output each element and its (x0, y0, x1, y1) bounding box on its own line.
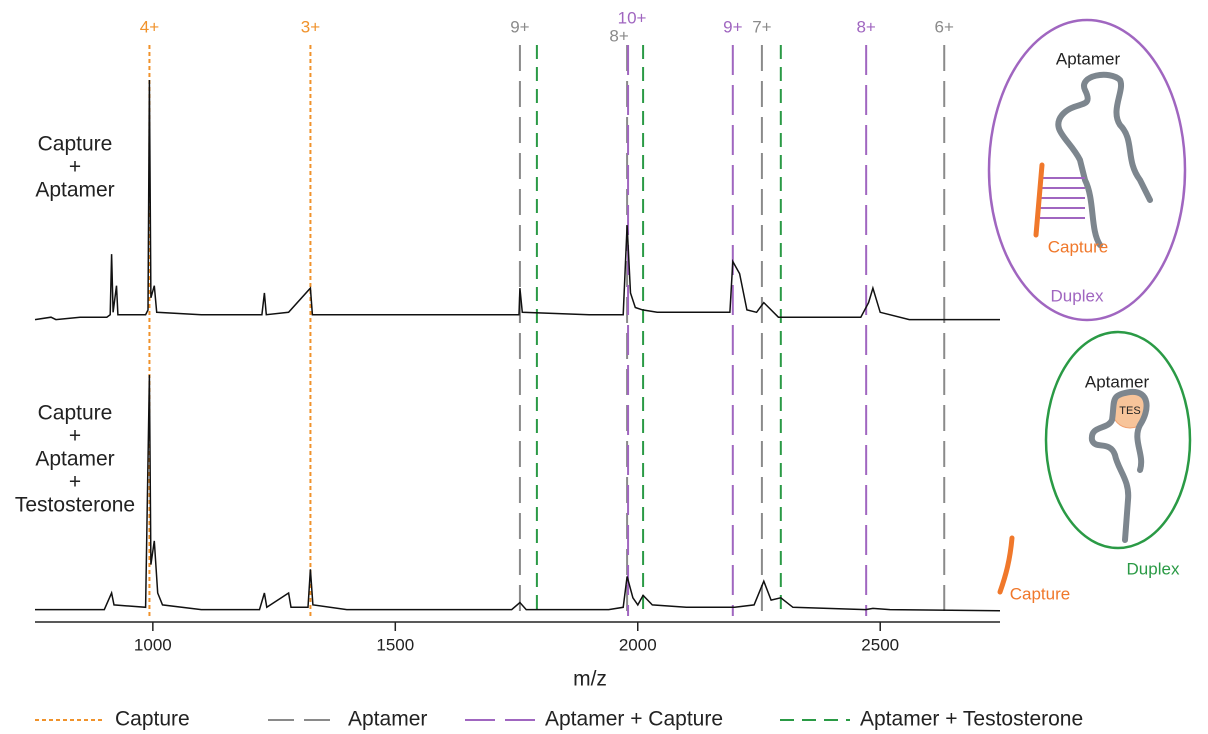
caption: Duplex (1127, 559, 1180, 578)
charge-label: 8+ (856, 17, 875, 36)
capture-strand (997, 535, 1015, 595)
charge-label: 3+ (301, 17, 320, 36)
panel-label: Capture (38, 402, 113, 425)
panel-label: + (69, 425, 81, 448)
panel-label: Aptamer (35, 448, 114, 471)
charge-label: 9+ (723, 17, 742, 36)
x-axis-label: m/z (573, 668, 607, 691)
panel-label: + (69, 471, 81, 494)
charge-label: 4+ (140, 17, 159, 36)
aptamer-strand (1088, 388, 1150, 543)
legend-label: Aptamer + Capture (545, 708, 723, 731)
x-tick-label: 2500 (861, 635, 899, 654)
aptamer-label: Aptamer (1085, 372, 1150, 391)
legend-label: Capture (115, 708, 190, 731)
capture-label: Capture (1048, 237, 1108, 256)
aptamer-strand (1055, 71, 1153, 248)
legend-label: Aptamer (348, 708, 427, 731)
circle (1044, 330, 1192, 550)
capture-label: Capture (1010, 584, 1070, 603)
x-tick-label: 1500 (376, 635, 414, 654)
panel-label: Testosterone (15, 494, 135, 517)
aptamer-label: Aptamer (1056, 49, 1121, 68)
x-tick-label: 2000 (619, 635, 657, 654)
base-pairs (1040, 177, 1085, 219)
charge-label: 10+ (618, 8, 647, 27)
caption: Duplex (1051, 286, 1104, 305)
charge-label: 6+ (935, 17, 954, 36)
ligand-label: TES (1119, 405, 1140, 417)
x-tick-label: 1000 (134, 635, 172, 654)
testosterone-diagram: Aptamer TES Capture Duplex (997, 330, 1192, 603)
capture-strand (1033, 162, 1045, 238)
legend-label: Aptamer + Testosterone (860, 708, 1083, 731)
duplex-diagram: Aptamer Capture Duplex (987, 18, 1187, 322)
charge-label: 8+ (609, 26, 628, 45)
panel-label: + (69, 156, 81, 179)
charge-label: 7+ (752, 17, 771, 36)
spectrum (35, 374, 1001, 612)
spectrum (34, 79, 1000, 321)
panel-label: Capture (38, 133, 113, 156)
panel-label: Aptamer (35, 179, 114, 202)
circle (987, 18, 1187, 322)
charge-label: 9+ (510, 17, 529, 36)
